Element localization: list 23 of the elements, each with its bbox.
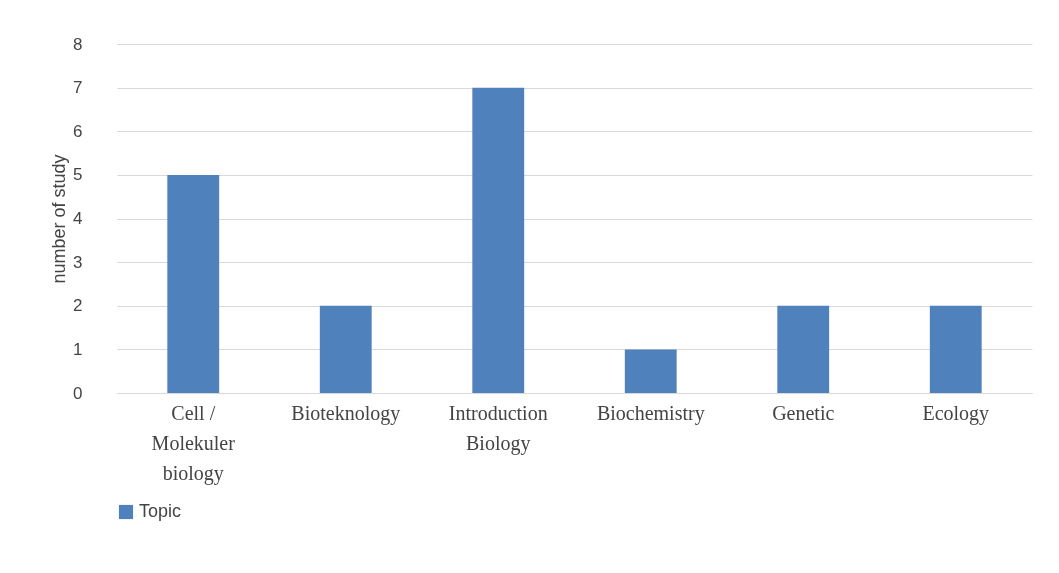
legend-label: Topic xyxy=(139,501,182,521)
y-tick-label: 7 xyxy=(73,78,83,98)
y-tick-label: 6 xyxy=(73,121,83,141)
y-axis-title: number of study xyxy=(49,154,70,284)
y-tick-label: 4 xyxy=(73,209,83,228)
x-tick-label: Introduction Biology xyxy=(448,401,548,455)
x-tick-label: Bioteknology xyxy=(291,401,401,425)
bar xyxy=(167,174,220,393)
y-tick-label: 1 xyxy=(73,339,83,359)
x-tick-label: Genetic xyxy=(772,401,835,424)
y-tick-label: 0 xyxy=(73,383,83,403)
bar xyxy=(777,305,830,393)
y-tick-label: 3 xyxy=(73,252,83,272)
x-tick-label: Ecology xyxy=(922,401,990,425)
x-tick-label: Biochemistry xyxy=(596,401,705,425)
bar xyxy=(472,87,525,393)
y-tick-label: 8 xyxy=(73,34,83,54)
x-tick-label: Cell / Molekuler biology xyxy=(151,401,236,485)
y-tick-label: 2 xyxy=(73,296,83,316)
bar xyxy=(319,305,372,393)
bar xyxy=(624,349,677,393)
bar xyxy=(929,305,982,393)
y-tick-label: 5 xyxy=(73,165,83,185)
